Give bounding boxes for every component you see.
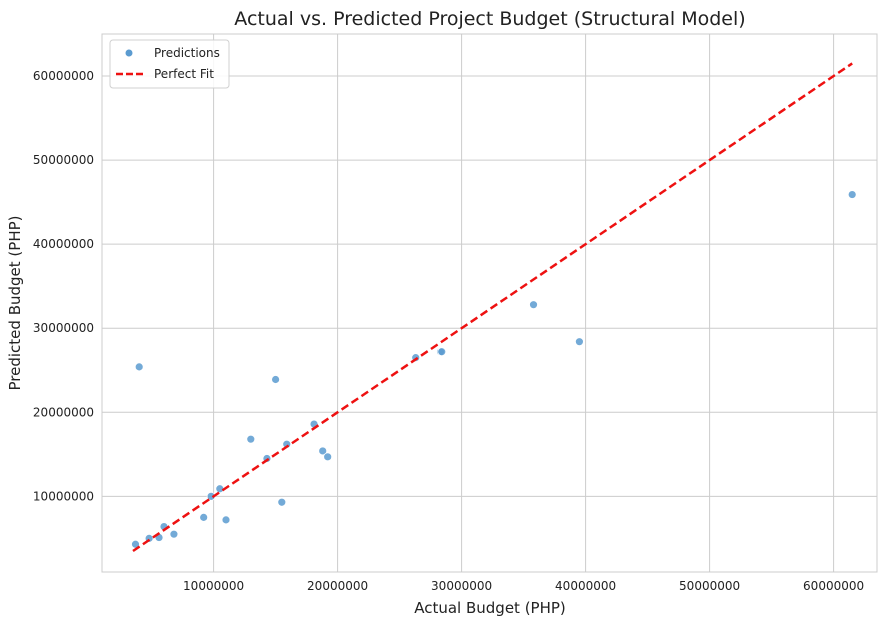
data-point	[323, 452, 333, 462]
legend-label-perfect-fit: Perfect Fit	[154, 67, 214, 81]
data-point	[575, 337, 584, 347]
x-tick-label: 30000000	[431, 579, 492, 593]
data-point	[134, 362, 144, 372]
x-tick-label: 40000000	[555, 579, 616, 593]
y-tick-label: 60000000	[33, 69, 94, 83]
grid	[102, 34, 877, 572]
series-layer	[131, 62, 857, 553]
legend-marker-predictions	[124, 48, 134, 58]
data-point	[169, 529, 179, 539]
data-point	[199, 512, 209, 522]
data-point	[437, 347, 447, 357]
data-point	[271, 375, 281, 384]
data-point	[318, 446, 328, 456]
data-point	[221, 515, 231, 525]
y-tick-label: 40000000	[33, 237, 94, 251]
x-axis-ticks: 10000000 20000000 30000000 40000000 50000000…	[183, 579, 864, 593]
x-tick-label: 20000000	[307, 579, 368, 593]
x-tick-label: 10000000	[183, 579, 244, 593]
x-tick-label: 50000000	[679, 579, 740, 593]
data-point	[277, 497, 287, 507]
y-axis-ticks: 10000000 20000000 30000000 40000000 50000000…	[33, 69, 94, 503]
y-tick-label: 10000000	[33, 489, 94, 503]
perfect-fit-line	[132, 62, 853, 553]
y-tick-label: 20000000	[33, 405, 94, 419]
chart-title: Actual vs. Predicted Project Budget (Str…	[234, 8, 745, 30]
y-axis-label: Predicted Budget (PHP)	[6, 216, 24, 391]
y-tick-label: 50000000	[33, 153, 94, 167]
x-tick-label: 60000000	[803, 579, 864, 593]
data-point	[847, 190, 857, 199]
data-point	[246, 434, 256, 444]
legend-label-predictions: Predictions	[154, 46, 220, 60]
legend-box	[109, 39, 230, 89]
y-tick-label: 30000000	[33, 321, 94, 335]
legend: Predictions Perfect Fit	[109, 39, 230, 89]
data-point	[529, 300, 538, 310]
x-axis-label: Actual Budget (PHP)	[414, 599, 566, 617]
plot-area	[101, 33, 878, 573]
